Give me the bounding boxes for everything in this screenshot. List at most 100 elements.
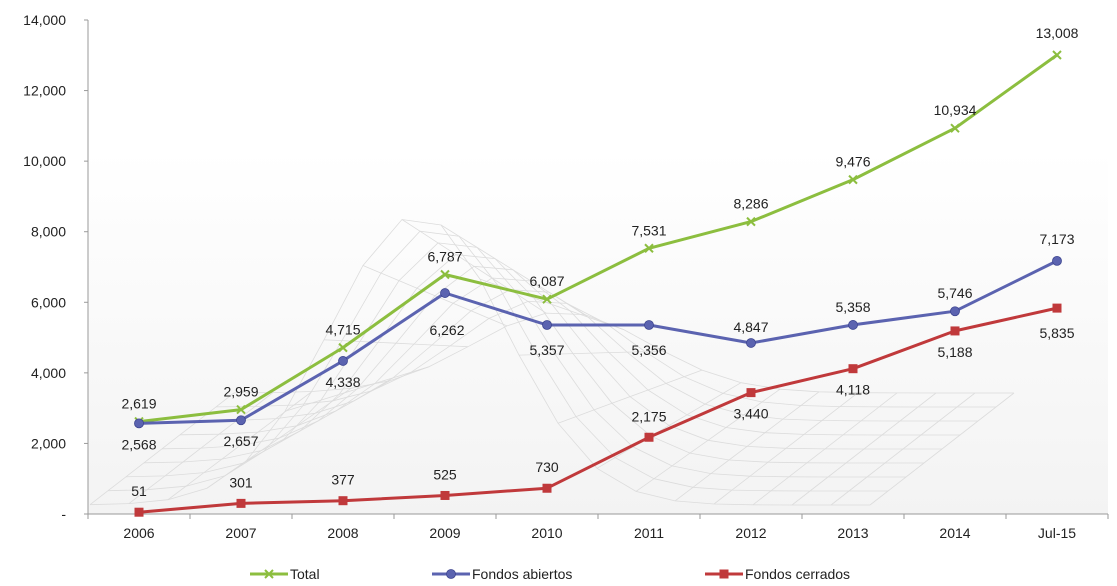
series-fondos-abiertos (134, 255, 1062, 429)
data-point (746, 388, 756, 398)
x-tick-label: 2013 (837, 525, 868, 541)
data-point (1052, 255, 1062, 266)
axes (84, 19, 1109, 519)
y-tick-label: 12,000 (23, 83, 66, 99)
data-label: 10,934 (934, 102, 977, 118)
wireframe-column (596, 382, 742, 469)
data-label: 4,338 (325, 374, 360, 390)
data-label: 5,746 (937, 285, 972, 301)
x-tick-labels: 2006 2007 2008 2009 2010 2011 2012 2013 2014 Jul-… (123, 525, 1076, 541)
data-label: 9,476 (835, 154, 870, 170)
x-tick-label: 2007 (225, 525, 256, 541)
series-line (138, 53, 1058, 424)
legend-item: Fondos cerrados (705, 566, 850, 582)
data-label: 2,657 (223, 433, 258, 449)
data-point (1052, 303, 1062, 313)
data-point (440, 269, 450, 280)
data-label: 5,356 (631, 342, 666, 358)
wireframe-column (713, 392, 859, 505)
y-tick-labels: - 2,000 4,000 6,000 8,000 10,000 12,000 14,000 (23, 12, 66, 522)
legend: Total Fondos abiertos Fondos cerrados (250, 566, 850, 582)
data-label: 730 (535, 459, 559, 475)
data-label: 2,619 (121, 396, 156, 412)
wireframe-column (791, 392, 937, 506)
y-tick-label: 14,000 (23, 12, 66, 28)
wireframe-column (401, 219, 547, 314)
wireframe-column (518, 350, 664, 356)
data-point (1052, 50, 1062, 60)
data-point (644, 320, 654, 330)
data-point (134, 507, 144, 517)
data-point (542, 483, 552, 493)
series-line (138, 306, 1058, 514)
data-point (950, 123, 960, 133)
wireframe-column (752, 392, 898, 506)
data-label: 7,173 (1039, 231, 1074, 247)
wireframe-column (245, 380, 391, 462)
wireframe-column (869, 392, 1015, 506)
x-tick-label: 2009 (429, 525, 460, 541)
x-tick-label: 2011 (634, 525, 664, 541)
data-label: 5,835 (1039, 325, 1074, 341)
wireframe-column (206, 387, 352, 489)
data-label: 2,959 (223, 384, 258, 400)
data-label: 3,440 (733, 406, 768, 422)
y-tick-label: 6,000 (31, 294, 66, 310)
wireframe-column (362, 265, 508, 327)
wireframe-column (557, 369, 703, 424)
wireframe-column (674, 391, 820, 502)
data-label: 8,286 (733, 196, 768, 212)
data-label: 6,262 (429, 322, 464, 338)
data-point (848, 320, 858, 330)
wireframe-column (89, 392, 235, 506)
data-point (236, 498, 246, 508)
data-point (264, 569, 274, 579)
x-tick-label: 2010 (531, 525, 562, 541)
series-layer (134, 50, 1062, 517)
data-labels: 2,619 2,959 4,715 6,787 6,087 7,531 8,286 9,476… (121, 25, 1078, 499)
data-label: 377 (331, 472, 355, 488)
legend-item: Total (250, 566, 320, 582)
plot-background (88, 150, 1108, 514)
data-point (950, 306, 960, 317)
legend-label: Fondos cerrados (745, 566, 850, 582)
y-tick-label: 2,000 (31, 435, 66, 451)
data-point (950, 326, 960, 336)
wireframe-column (635, 388, 781, 492)
wireframe-column (830, 392, 976, 506)
data-label: 7,531 (631, 222, 666, 238)
y-tick-label: - (61, 506, 66, 522)
wireframe-column (323, 339, 469, 348)
data-label: 301 (229, 474, 253, 490)
data-point (446, 569, 456, 579)
data-label: 13,008 (1036, 25, 1079, 41)
data-label: 525 (433, 466, 457, 482)
x-tick-label: Jul-15 (1038, 525, 1076, 541)
data-label: 4,118 (836, 382, 870, 398)
legend-label: Fondos abiertos (472, 566, 572, 582)
data-point (440, 288, 450, 298)
x-tick-label: 2014 (939, 525, 970, 541)
data-point (746, 216, 756, 227)
data-point (644, 243, 654, 253)
data-label: 6,087 (529, 273, 564, 289)
data-label: 4,715 (325, 322, 360, 338)
data-point (134, 418, 144, 429)
data-point (338, 342, 348, 353)
data-point (848, 174, 858, 185)
data-label: 5,357 (529, 342, 564, 358)
data-label: 4,847 (733, 319, 768, 335)
series-line (138, 259, 1058, 425)
y-tick-label: 4,000 (31, 365, 66, 381)
x-tick-label: 2008 (327, 525, 358, 541)
data-point (440, 490, 450, 500)
series-fondos-cerrados (134, 303, 1062, 517)
data-label: 2,568 (121, 436, 156, 452)
data-label: 5,188 (937, 344, 972, 360)
wireframe-column (128, 392, 274, 504)
data-label: 51 (131, 483, 147, 499)
x-tick-label: 2006 (123, 525, 154, 541)
y-tick-label: 10,000 (23, 153, 66, 169)
wireframe-column (440, 224, 586, 315)
